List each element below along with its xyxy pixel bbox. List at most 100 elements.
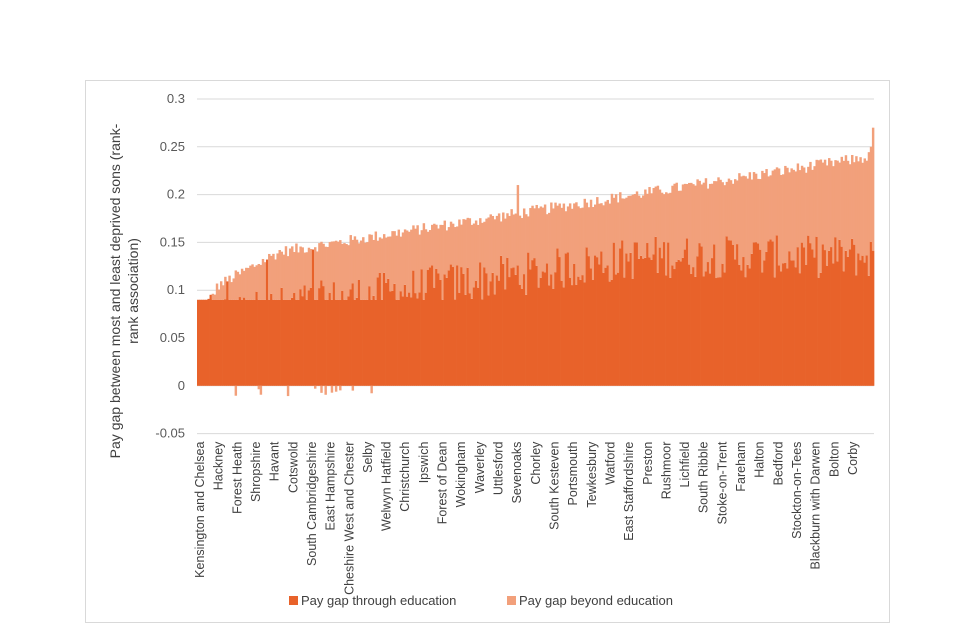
bar-through-education — [499, 255, 503, 386]
bar-beyond-education — [426, 231, 430, 271]
bar-beyond-education — [589, 199, 593, 269]
x-category-label: Forest Heath — [230, 442, 244, 514]
bar-through-education — [602, 272, 605, 386]
bar-through-education — [619, 248, 622, 386]
bar-beyond-education — [715, 181, 718, 279]
bar-through-education — [449, 264, 453, 386]
bar-through-education — [759, 249, 762, 386]
bar-through-education — [232, 299, 235, 386]
bar-beyond-education — [339, 240, 342, 300]
bar-beyond-education — [353, 236, 357, 300]
bar-through-education — [274, 299, 277, 386]
bar-through-education — [213, 299, 217, 386]
bar-beyond-education — [433, 223, 436, 288]
bar-beyond-education — [771, 170, 775, 242]
bar-beyond-education — [464, 219, 467, 295]
bar-through-education — [568, 277, 572, 386]
x-category-label: Stoke-on-Trent — [715, 441, 729, 524]
bar-through-education — [713, 244, 716, 386]
bar-beyond-education — [708, 183, 712, 274]
bar-beyond-education — [222, 285, 225, 300]
bar-through-education — [516, 265, 520, 386]
bar-beyond-education — [347, 245, 350, 297]
bar-beyond-education — [648, 187, 651, 258]
bar-beyond-education-negative — [259, 385, 263, 395]
bar-through-education — [259, 299, 263, 386]
bar-beyond-education — [470, 224, 474, 299]
bar-beyond-education — [330, 241, 334, 300]
bar-beyond-education — [263, 262, 267, 300]
bar-through-education — [399, 291, 403, 386]
bar-beyond-education — [702, 182, 706, 277]
bar-through-education — [345, 299, 348, 386]
bar-through-education — [460, 267, 463, 386]
bar-beyond-education — [391, 231, 394, 291]
bar-beyond-education — [512, 214, 515, 268]
bar-through-education — [422, 299, 426, 386]
bar-beyond-education — [658, 189, 662, 248]
bar-through-education — [825, 265, 829, 386]
bar-beyond-education — [236, 271, 240, 300]
bar-beyond-education — [819, 159, 823, 273]
bar-beyond-education — [295, 243, 298, 300]
bar-through-education — [362, 299, 365, 386]
bar-beyond-education — [861, 162, 864, 256]
bar-beyond-education — [579, 208, 582, 280]
bar-beyond-education — [581, 207, 584, 276]
bar-beyond-education-negative — [334, 385, 338, 392]
bar-through-education — [525, 294, 528, 386]
bar-beyond-education — [642, 195, 645, 259]
bar-beyond-education — [234, 270, 238, 300]
bar-beyond-education — [869, 146, 873, 242]
bar-through-education — [867, 275, 871, 386]
bar-beyond-education — [238, 274, 242, 298]
bar-beyond-education — [740, 176, 743, 271]
bar-through-education — [698, 243, 701, 386]
bar-through-education — [382, 272, 386, 386]
bar-beyond-education — [474, 220, 478, 281]
bar-beyond-education — [571, 208, 574, 286]
bar-through-education — [639, 255, 643, 386]
bar-through-education — [560, 280, 564, 386]
bar-beyond-education — [562, 203, 566, 288]
bar-through-education — [236, 299, 240, 386]
bar-through-education — [731, 244, 735, 386]
bar-beyond-education — [291, 246, 294, 298]
bar-through-education — [692, 267, 695, 386]
bar-through-education — [621, 240, 624, 386]
bar-through-education — [637, 258, 641, 386]
bar-beyond-education — [378, 237, 382, 273]
bar-through-education — [391, 290, 394, 386]
bar-beyond-education — [554, 202, 557, 273]
legend-swatch — [289, 596, 298, 605]
bar-through-education — [786, 268, 789, 386]
bar-beyond-education — [713, 181, 716, 245]
bar-through-education — [715, 278, 718, 386]
bar-beyond-education — [533, 208, 536, 259]
x-category-label: Forest of Dean — [436, 442, 450, 525]
bar-through-education — [554, 272, 557, 386]
bar-beyond-education — [460, 224, 463, 268]
bar-beyond-education — [754, 173, 758, 243]
bar-beyond-education — [773, 169, 777, 278]
bar-beyond-education — [619, 192, 622, 249]
bar-beyond-education — [314, 247, 317, 300]
bar-beyond-education — [798, 170, 802, 274]
bar-through-education — [742, 257, 745, 386]
x-category-label: Lichfield — [678, 442, 692, 488]
bar-beyond-education — [744, 176, 747, 278]
bar-through-education — [366, 299, 369, 386]
bar-beyond-education — [454, 227, 457, 300]
bar-through-education — [600, 251, 603, 386]
bar-through-education — [282, 299, 286, 386]
bar-through-education — [629, 252, 632, 386]
bar-beyond-education-negative — [370, 385, 373, 394]
bar-beyond-education — [809, 161, 812, 244]
bar-through-education — [416, 298, 419, 386]
bar-beyond-education — [213, 294, 217, 300]
bar-beyond-education — [535, 204, 538, 266]
bar-through-education — [652, 254, 655, 386]
bar-through-education — [527, 252, 530, 386]
bar-through-education — [604, 267, 607, 386]
bar-beyond-education — [372, 239, 375, 296]
